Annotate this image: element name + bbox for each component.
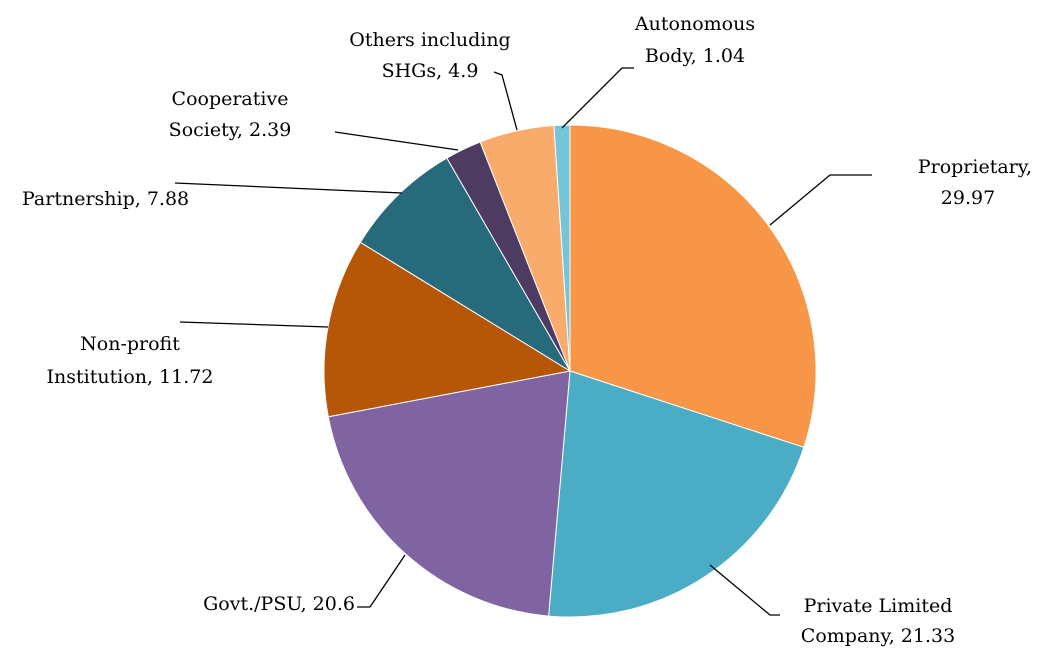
data-label: SHGs, 4.9 [382,60,479,82]
leader-line [174,182,403,194]
leader-line [179,321,329,328]
leader-line [334,131,459,151]
data-label: Others including [349,29,510,51]
pie-slice [553,124,571,372]
data-label: Private Limited [804,595,953,617]
data-label: Govt./PSU, 20.6 [203,593,355,615]
data-label: Partnership, 7.88 [22,188,189,210]
pie-slice [327,370,571,617]
leader-line [769,174,872,226]
data-label: Company, 21.33 [801,625,955,647]
leader-line [493,71,518,131]
data-label: 29.97 [941,187,995,209]
data-label: Non-profit [80,333,180,355]
data-label: Proprietary, [918,156,1032,178]
data-label: Autonomous [634,13,755,35]
data-label: Cooperative [172,88,289,110]
data-label: Institution, 11.72 [47,366,214,388]
leader-line [709,564,780,616]
pie-slice [548,370,805,618]
pie-slice [323,241,572,418]
data-label: Society, 2.39 [169,119,292,141]
leader-line [357,554,406,608]
pie-slice [359,157,571,372]
leader-line [561,67,634,129]
pie-slice [569,124,817,448]
data-label: Body, 1.04 [645,45,745,67]
